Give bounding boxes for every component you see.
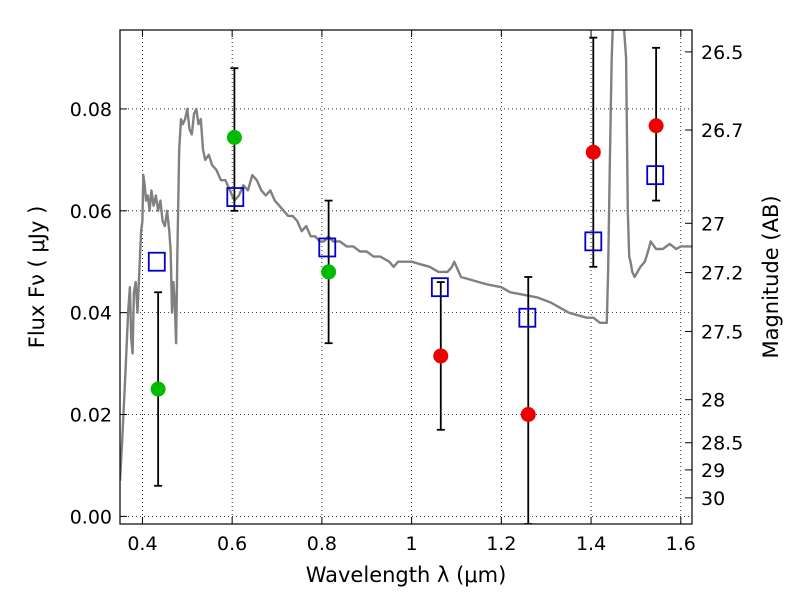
y2-axis-label: Magnitude (AB) [759, 195, 783, 358]
model-spectrum-line [120, 30, 692, 481]
red-data-point [648, 118, 664, 134]
error-bar [524, 276, 533, 524]
mag-tick-label: 27.5 [701, 321, 743, 343]
mag-tick-label: 26.5 [701, 42, 743, 64]
model-flux-box [646, 165, 665, 186]
x-tick-label: 0.8 [307, 533, 337, 555]
y-tick-label: 0.08 [70, 99, 112, 121]
mag-tick-label: 28.5 [701, 433, 743, 455]
y-tick-label: 0.06 [70, 201, 112, 223]
green-data-point [321, 264, 337, 280]
model-box-layer [147, 165, 665, 328]
model-flux-box [518, 307, 537, 328]
data-point-layer [150, 118, 664, 423]
model-flux-box [430, 277, 449, 298]
mag-tick-label: 27.2 [701, 263, 743, 285]
x-tick-label: 0.4 [127, 533, 157, 555]
grid [120, 30, 692, 524]
model-spectrum-layer [120, 30, 692, 481]
x-tick-label: 1.2 [486, 533, 516, 555]
x-tick-label: 1.4 [576, 533, 606, 555]
green-data-point [150, 381, 166, 397]
red-data-point [520, 407, 536, 423]
y-tick-label: 0.00 [70, 506, 112, 528]
error-bar-layer [154, 36, 661, 524]
x-tick-label: 1 [406, 533, 418, 555]
model-flux-box [318, 237, 337, 258]
mag-tick-label: 26.7 [701, 120, 743, 142]
red-data-point [585, 144, 601, 160]
tick-layer: 0.4 0.6 0.8 1 1.2 1.4 1.6 0.00 0.02 0.04 0.06 0.08 2… [70, 30, 743, 555]
model-flux-box [584, 231, 603, 252]
y-axis-label: Flux Fν ( μJy ) [25, 206, 49, 349]
x-tick-label: 0.6 [217, 533, 247, 555]
y-tick-label: 0.04 [70, 303, 112, 325]
mag-tick-label: 27 [701, 213, 725, 235]
green-data-point [226, 129, 242, 145]
mag-tick-label: 28 [701, 390, 725, 412]
y-tick-label: 0.02 [70, 405, 112, 427]
x-tick-label: 1.6 [666, 533, 696, 555]
mag-tick-label: 30 [701, 488, 725, 510]
model-flux-box [147, 251, 166, 272]
model-flux-box [226, 187, 245, 207]
x-axis-label: Wavelength λ (μm) [306, 563, 507, 587]
mag-tick-label: 29 [701, 460, 725, 482]
plot-frame [119, 29, 693, 525]
red-data-point [433, 348, 449, 364]
